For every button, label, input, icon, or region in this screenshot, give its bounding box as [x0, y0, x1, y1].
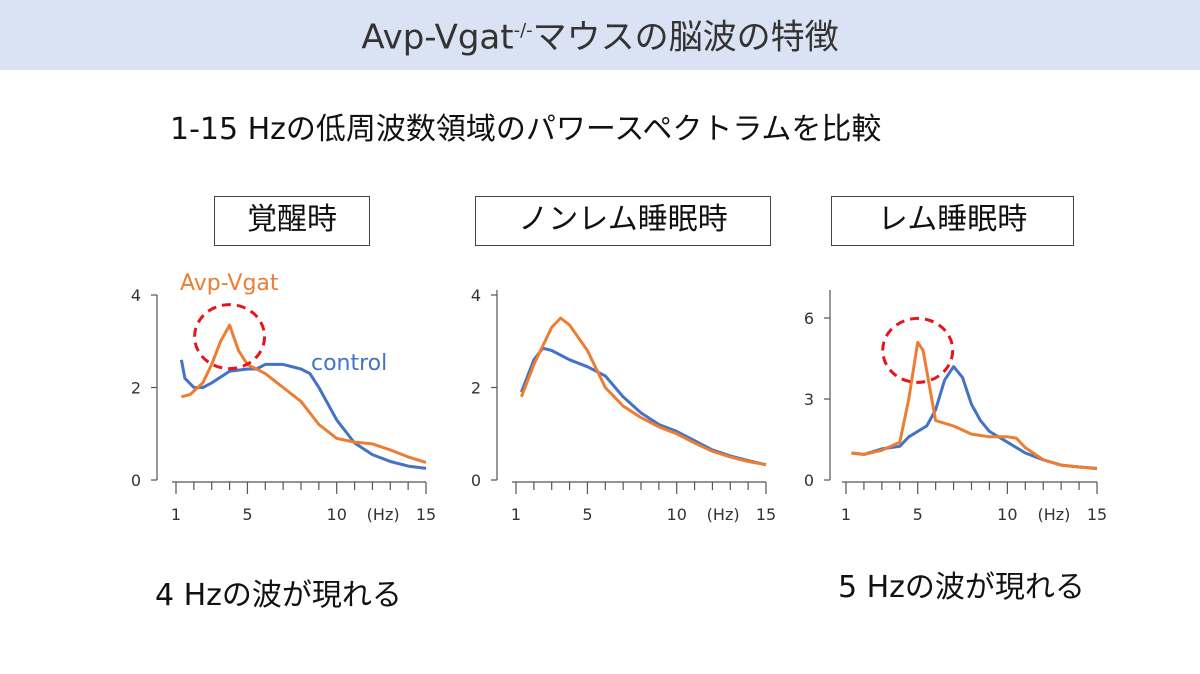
- x-tick-label: 15: [756, 505, 776, 524]
- x-tick-label: 15: [416, 505, 436, 524]
- x-tick-label: 5: [913, 505, 923, 524]
- legend-avp-vgat: Avp-Vgat: [180, 271, 279, 296]
- y-tick-label: 2: [471, 379, 481, 398]
- series-line-control: [520, 346, 767, 467]
- series-line-avp-vgat: [181, 323, 427, 464]
- x-tick-label: 10: [667, 505, 687, 524]
- highlight-circle: [193, 303, 267, 371]
- y-tick-label: 6: [804, 309, 814, 328]
- series-line-control: [851, 365, 1098, 470]
- x-tick-label: 10: [997, 505, 1017, 524]
- series-line-control: [179, 359, 427, 470]
- y-tick-label: 2: [131, 379, 141, 398]
- y-tick-label: 4: [471, 286, 481, 305]
- y-tick-label: 0: [804, 471, 814, 490]
- x-tick-label: 1: [511, 505, 521, 524]
- y-tick-label: 4: [131, 286, 141, 305]
- chart-title-wake: 覚醒時: [214, 196, 370, 246]
- note-5hz: 5 Hzの波が現れる: [838, 570, 1085, 605]
- x-tick-label: 1: [171, 505, 181, 524]
- slide-title: Avp-Vgat-/-マウスの脳波の特徴: [0, 0, 1200, 70]
- title-suffix: マウスの脳波の特徴: [532, 17, 839, 58]
- note-4hz: 4 Hzの波が現れる: [155, 578, 402, 613]
- series-line-avp-vgat: [851, 340, 1098, 471]
- x-axis-unit: (Hz): [367, 505, 400, 524]
- title-prefix: Avp-Vgat: [361, 17, 514, 58]
- slide-subtitle: 1-15 Hzの低周波数領域のパワースペクトラムを比較: [170, 112, 882, 147]
- chart-title-nrem: ノンレム睡眠時: [475, 196, 771, 246]
- x-axis-unit: (Hz): [707, 505, 740, 524]
- x-tick-label: 15: [1087, 505, 1107, 524]
- chart-title-rem: レム睡眠時: [831, 196, 1074, 246]
- x-axis-unit: (Hz): [1038, 505, 1071, 524]
- legend-control: control: [311, 351, 387, 376]
- x-tick-label: 10: [327, 505, 347, 524]
- highlight-circle: [881, 316, 955, 384]
- y-tick-label: 0: [471, 471, 481, 490]
- series-line-avp-vgat: [520, 316, 767, 467]
- x-tick-label: 5: [582, 505, 592, 524]
- title-superscript: -/-: [513, 20, 533, 41]
- x-tick-label: 1: [841, 505, 851, 524]
- x-tick-label: 5: [242, 505, 252, 524]
- y-tick-label: 0: [131, 471, 141, 490]
- y-tick-label: 3: [804, 390, 814, 409]
